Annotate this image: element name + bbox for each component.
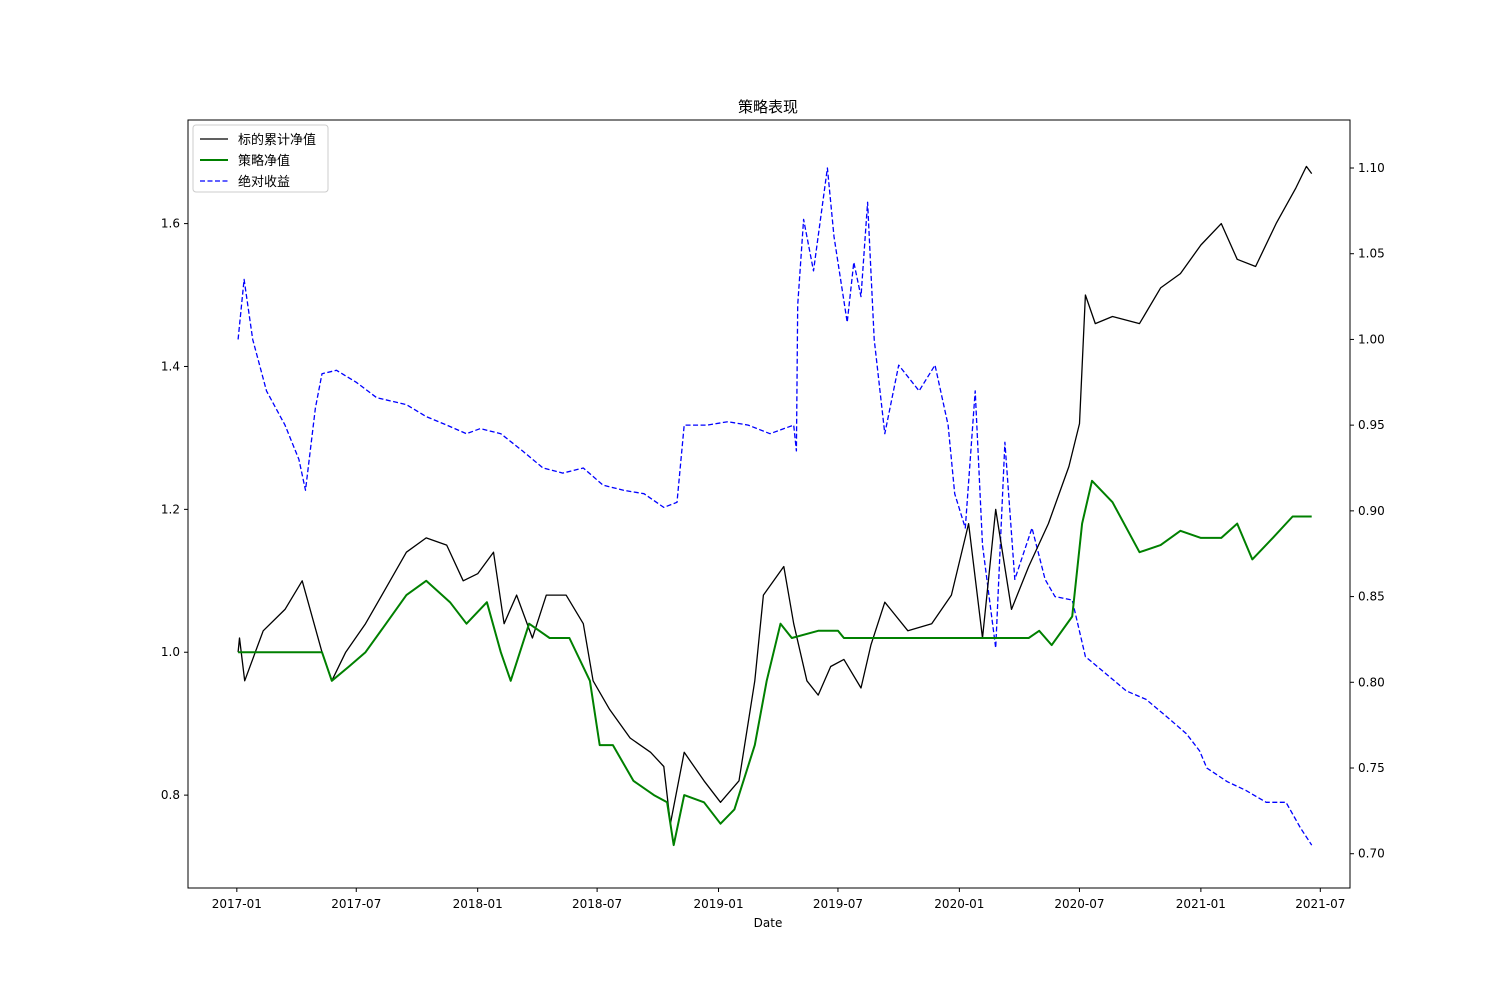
y-left-tick-label-4: 1.6 xyxy=(161,217,180,231)
series-line-0 xyxy=(237,165,1313,825)
y-axis-left: 0.8 1.0 1.2 1.4 1.6 xyxy=(161,217,188,802)
x-tick-label-9: 2021-07 xyxy=(1295,897,1345,911)
series-line-1 xyxy=(238,479,1312,847)
y-right-tick-label-8: 1.10 xyxy=(1358,161,1385,175)
y-right-tick-label-6: 1.00 xyxy=(1358,332,1385,346)
legend-label-1: 策略净值 xyxy=(238,153,290,169)
x-tick-label-7: 2020-07 xyxy=(1054,897,1104,911)
x-tick-label-0: 2017-01 xyxy=(212,897,262,911)
y-right-tick-label-7: 1.05 xyxy=(1358,247,1385,261)
y-right-tick-label-4: 0.90 xyxy=(1358,504,1385,518)
x-tick-label-6: 2020-01 xyxy=(934,897,984,911)
legend-label-2: 绝对收益 xyxy=(238,174,290,190)
x-tick-label-4: 2019-01 xyxy=(693,897,743,911)
y-left-tick-label-2: 1.2 xyxy=(161,502,180,516)
legend-label-0: 标的累计净值 xyxy=(238,132,316,148)
x-tick-label-1: 2017-07 xyxy=(331,897,381,911)
chart-title: 策略表现 xyxy=(738,98,798,116)
x-tick-label-8: 2021-01 xyxy=(1176,897,1226,911)
y-right-tick-label-0: 0.70 xyxy=(1358,847,1385,861)
x-tick-label-2: 2018-01 xyxy=(453,897,503,911)
plot-area xyxy=(187,119,1351,889)
x-axis-label: Date xyxy=(754,916,783,930)
y-right-tick-label-1: 0.75 xyxy=(1358,761,1385,775)
x-tick-label-5: 2019-07 xyxy=(813,897,863,911)
y-right-tick-label-3: 0.85 xyxy=(1358,590,1385,604)
y-left-tick-label-0: 0.8 xyxy=(161,788,180,802)
y-right-tick-label-5: 0.95 xyxy=(1358,418,1385,432)
series-layer xyxy=(237,165,1313,847)
y-right-tick-label-2: 0.80 xyxy=(1358,675,1385,689)
y-left-tick-label-3: 1.4 xyxy=(161,359,180,373)
series-line-2 xyxy=(237,167,1313,846)
x-tick-label-3: 2018-07 xyxy=(572,897,622,911)
legend-box xyxy=(192,124,329,193)
y-left-tick-label-1: 1.0 xyxy=(161,645,180,659)
x-axis: 2017-01 2017-07 2018-01 2018-07 2019-01 2019-… xyxy=(212,888,1345,911)
y-axis-right: 0.70 0.75 0.80 0.85 0.90 0.95 1.00 1.05 1.10 xyxy=(1350,161,1385,861)
